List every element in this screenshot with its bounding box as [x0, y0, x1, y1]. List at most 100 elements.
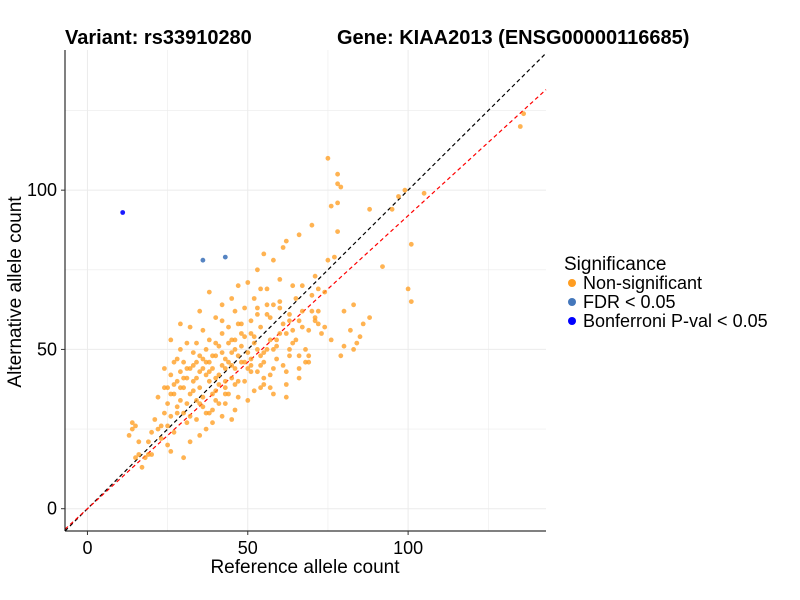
data-point: [136, 439, 142, 445]
data-point: [277, 277, 283, 282]
data-point: [248, 356, 254, 362]
data-point: [277, 299, 283, 304]
data-point: [174, 410, 180, 416]
data-point: [354, 340, 360, 346]
data-point: [222, 391, 228, 397]
data-point: [267, 372, 273, 378]
data-point: [248, 369, 254, 375]
data-point: [271, 257, 276, 263]
data-point: [248, 318, 254, 324]
data-point: [251, 388, 257, 394]
data-point: [255, 369, 260, 375]
reference-line-1: [64, 52, 547, 532]
data-point: [274, 343, 279, 349]
data-point: [255, 305, 260, 311]
y-tick-label: 0: [47, 499, 57, 519]
data-point: [309, 292, 315, 298]
data-point: [229, 350, 235, 355]
data-point: [351, 347, 356, 352]
data-point: [232, 382, 238, 387]
data-point: [264, 347, 270, 352]
data-point: [315, 321, 321, 327]
data-point: [174, 404, 180, 410]
data-point: [126, 433, 132, 438]
data-point: [232, 366, 238, 371]
data-point: [197, 369, 203, 375]
data-point: [402, 187, 408, 193]
data-point: [219, 318, 225, 324]
data-point: [139, 464, 145, 470]
data-point: [200, 257, 206, 263]
data-point: [287, 347, 292, 352]
data-point: [242, 334, 248, 340]
data-point: [255, 347, 260, 352]
data-point: [184, 375, 190, 381]
data-point: [255, 312, 260, 317]
data-point: [235, 378, 241, 384]
data-point: [255, 267, 260, 273]
data-point: [222, 356, 228, 362]
data-point: [290, 340, 296, 346]
data-point: [258, 385, 263, 391]
chart-title-gene: Gene: KIAA2013 (ENSG00000116685): [337, 27, 689, 49]
series-1: [126, 111, 526, 470]
data-point: [203, 426, 209, 432]
data-point: [226, 340, 231, 346]
data-point: [264, 286, 270, 292]
data-point: [222, 385, 228, 391]
data-point: [171, 382, 177, 387]
data-point: [408, 299, 414, 304]
data-point: [146, 439, 151, 445]
data-point: [306, 353, 312, 359]
data-point: [239, 321, 244, 327]
data-point: [187, 391, 193, 397]
data-point: [274, 356, 279, 362]
data-point: [264, 312, 270, 317]
data-point: [216, 372, 222, 378]
data-point: [216, 401, 222, 406]
data-point: [168, 372, 174, 378]
data-point: [213, 375, 219, 381]
data-point: [219, 331, 225, 336]
data-point: [190, 363, 196, 368]
data-point: [332, 254, 337, 260]
data-point: [299, 308, 305, 314]
data-point: [306, 327, 312, 333]
data-point: [274, 337, 279, 343]
data-point: [357, 334, 363, 340]
data-point: [194, 359, 199, 365]
data-point: [213, 315, 219, 320]
data-point: [248, 331, 254, 336]
data-point: [200, 356, 206, 362]
data-point: [271, 347, 276, 352]
data-point: [258, 353, 263, 359]
data-point: [235, 394, 241, 400]
data-point: [293, 337, 299, 343]
data-point: [315, 286, 321, 292]
data-point: [229, 296, 235, 301]
data-point: [200, 327, 206, 333]
data-point: [222, 401, 228, 406]
data-point: [194, 375, 199, 381]
data-point: [251, 296, 257, 301]
data-point: [235, 353, 241, 359]
data-point: [222, 378, 228, 384]
data-point: [245, 366, 251, 371]
data-point: [133, 455, 138, 461]
data-point: [283, 394, 289, 400]
data-point: [325, 155, 331, 161]
data-point: [251, 334, 257, 340]
chart-title-variant: Variant: rs33910280: [65, 27, 252, 49]
data-point: [213, 398, 219, 403]
data-point: [194, 398, 199, 403]
data-point: [203, 359, 209, 365]
data-point: [396, 194, 401, 199]
data-point: [271, 366, 276, 371]
data-point: [408, 241, 414, 247]
data-point: [219, 363, 225, 368]
data-point: [280, 245, 286, 250]
data-point: [229, 337, 235, 343]
data-point: [178, 369, 183, 375]
data-point: [267, 337, 273, 343]
x-tick-label: 50: [238, 538, 258, 558]
